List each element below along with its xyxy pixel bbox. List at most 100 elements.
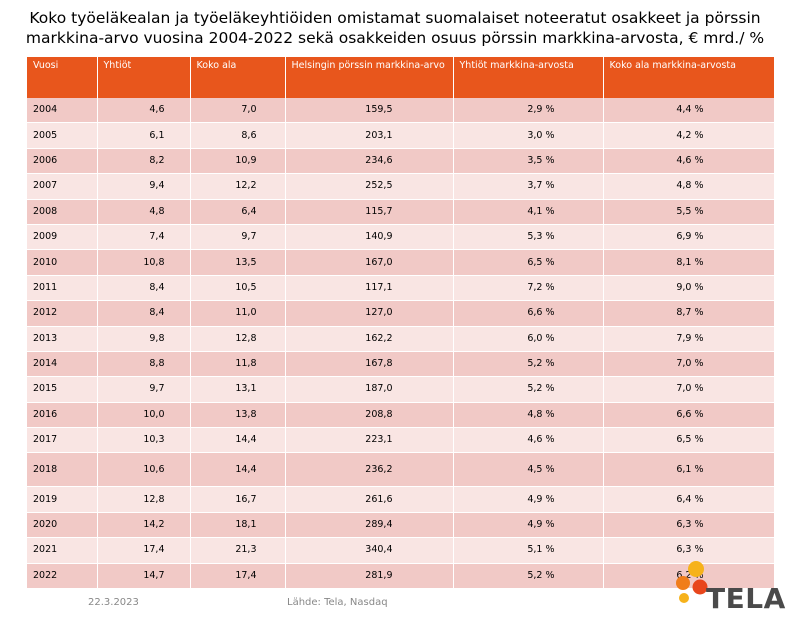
cell-yhtiot: 17,4 — [97, 537, 191, 564]
cell-yhtiot-osuus: 5,2 % — [453, 351, 604, 378]
cell-koko-ala-osuus: 8,7 % — [603, 300, 775, 327]
cell-markkina-arvo: 115,7 — [285, 199, 454, 225]
cell-yhtiot-osuus: 4,1 % — [453, 199, 604, 225]
column-header-yhtiot: Yhtiöt — [97, 57, 191, 98]
cell-vuosi: 2008 — [27, 199, 98, 225]
cell-yhtiot-osuus: 4,6 % — [453, 427, 604, 454]
cell-yhtiot: 14,2 — [97, 512, 191, 539]
cell-yhtiot-osuus: 4,8 % — [453, 402, 604, 429]
cell-yhtiot: 8,2 — [97, 148, 191, 175]
cell-markkina-arvo: 281,9 — [285, 563, 454, 590]
cell-vuosi: 2011 — [27, 275, 98, 302]
cell-koko-ala: 16,7 — [190, 486, 286, 513]
cell-markkina-arvo: 159,5 — [285, 98, 454, 124]
table-row: 2020 14,2 18,1 289,4 4,9 % 6,3 % — [27, 512, 775, 539]
cell-koko-ala-osuus: 6,6 % — [603, 402, 775, 429]
cell-yhtiot-osuus: 5,2 % — [453, 376, 604, 403]
footer-source: Lähde: Tela, Nasdaq — [287, 597, 388, 608]
table-body: 2004 4,6 7,0 159,5 2,9 % 4,4 % 2005 6,1 8,6 203,1… — [27, 98, 775, 590]
cell-yhtiot: 9,7 — [97, 376, 191, 403]
cell-koko-ala: 11,8 — [190, 351, 286, 378]
cell-markkina-arvo: 140,9 — [285, 224, 454, 251]
cell-yhtiot: 8,4 — [97, 300, 191, 327]
cell-yhtiot-osuus: 5,1 % — [453, 537, 604, 564]
data-table: Vuosi Yhtiöt Koko ala Helsingin pörssin … — [27, 57, 775, 590]
cell-yhtiot: 10,3 — [97, 427, 191, 454]
cell-markkina-arvo: 208,8 — [285, 402, 454, 429]
cell-koko-ala-osuus: 5,5 % — [603, 199, 775, 225]
cell-yhtiot-osuus: 7,2 % — [453, 275, 604, 302]
tela-logo: TELA — [670, 560, 785, 618]
cell-vuosi: 2014 — [27, 351, 98, 378]
tela-logo-mark-icon — [676, 561, 708, 603]
cell-vuosi: 2012 — [27, 300, 98, 327]
cell-koko-ala-osuus: 6,5 % — [603, 427, 775, 454]
cell-koko-ala: 17,4 — [190, 563, 286, 590]
cell-markkina-arvo: 162,2 — [285, 326, 454, 352]
cell-yhtiot: 10,0 — [97, 402, 191, 429]
cell-koko-ala-osuus: 6,9 % — [603, 224, 775, 251]
cell-markkina-arvo: 234,6 — [285, 148, 454, 175]
cell-markkina-arvo: 236,2 — [285, 452, 454, 488]
table-row: 2014 8,8 11,8 167,8 5,2 % 7,0 % — [27, 351, 775, 378]
cell-markkina-arvo: 117,1 — [285, 275, 454, 302]
cell-markkina-arvo: 127,0 — [285, 300, 454, 327]
cell-koko-ala-osuus: 7,0 % — [603, 351, 775, 378]
cell-koko-ala-osuus: 6,1 % — [603, 452, 775, 488]
cell-koko-ala-osuus: 8,1 % — [603, 249, 775, 276]
tela-logo-text: TELA — [706, 582, 786, 615]
table-row: 2006 8,2 10,9 234,6 3,5 % 4,6 % — [27, 148, 775, 175]
cell-koko-ala: 9,7 — [190, 224, 286, 251]
cell-yhtiot-osuus: 6,6 % — [453, 300, 604, 327]
cell-koko-ala: 12,2 — [190, 173, 286, 200]
cell-yhtiot: 8,8 — [97, 351, 191, 378]
cell-koko-ala-osuus: 6,3 % — [603, 537, 775, 564]
table-row: 2008 4,8 6,4 115,7 4,1 % 5,5 % — [27, 199, 775, 225]
cell-koko-ala: 14,4 — [190, 452, 286, 488]
table-row: 2010 10,8 13,5 167,0 6,5 % 8,1 % — [27, 249, 775, 276]
cell-yhtiot: 9,8 — [97, 326, 191, 352]
cell-vuosi: 2006 — [27, 148, 98, 175]
cell-yhtiot-osuus: 3,7 % — [453, 173, 604, 200]
cell-yhtiot-osuus: 4,5 % — [453, 452, 604, 488]
cell-koko-ala-osuus: 7,9 % — [603, 326, 775, 352]
title-line-2: markkina-arvo vuosina 2004-2022 sekä osa… — [25, 29, 765, 47]
table-row: 2005 6,1 8,6 203,1 3,0 % 4,2 % — [27, 122, 775, 149]
cell-koko-ala: 13,1 — [190, 376, 286, 403]
cell-markkina-arvo: 223,1 — [285, 427, 454, 454]
cell-vuosi: 2021 — [27, 537, 98, 564]
column-header-markkina-arvo: Helsingin pörssin markkina-arvo — [285, 57, 454, 98]
cell-vuosi: 2015 — [27, 376, 98, 403]
column-header-koko-ala: Koko ala — [190, 57, 286, 98]
cell-vuosi: 2005 — [27, 122, 98, 149]
cell-koko-ala: 13,5 — [190, 249, 286, 276]
cell-markkina-arvo: 167,8 — [285, 351, 454, 378]
table-header: Vuosi Yhtiöt Koko ala Helsingin pörssin … — [27, 57, 775, 98]
cell-markkina-arvo: 167,0 — [285, 249, 454, 276]
table-row: 2018 10,6 14,4 236,2 4,5 % 6,1 % — [27, 452, 775, 488]
cell-koko-ala: 10,5 — [190, 275, 286, 302]
cell-yhtiot-osuus: 5,3 % — [453, 224, 604, 251]
cell-vuosi: 2007 — [27, 173, 98, 200]
cell-koko-ala-osuus: 4,8 % — [603, 173, 775, 200]
cell-yhtiot-osuus: 2,9 % — [453, 98, 604, 124]
column-header-koko-ala-osuus: Koko ala markkina-arvosta — [603, 57, 775, 98]
cell-markkina-arvo: 261,6 — [285, 486, 454, 513]
cell-yhtiot-osuus: 3,5 % — [453, 148, 604, 175]
cell-markkina-arvo: 252,5 — [285, 173, 454, 200]
cell-yhtiot: 6,1 — [97, 122, 191, 149]
column-header-vuosi: Vuosi — [27, 57, 98, 98]
cell-koko-ala: 12,8 — [190, 326, 286, 352]
cell-yhtiot-osuus: 6,5 % — [453, 249, 604, 276]
cell-yhtiot: 12,8 — [97, 486, 191, 513]
cell-vuosi: 2022 — [27, 563, 98, 590]
table-row: 2021 17,4 21,3 340,4 5,1 % 6,3 % — [27, 537, 775, 564]
cell-yhtiot: 10,8 — [97, 249, 191, 276]
cell-yhtiot-osuus: 3,0 % — [453, 122, 604, 149]
cell-yhtiot-osuus: 4,9 % — [453, 486, 604, 513]
cell-vuosi: 2013 — [27, 326, 98, 352]
cell-vuosi: 2019 — [27, 486, 98, 513]
title-line-1: Koko työeläkealan ja työeläkeyhtiöiden o… — [29, 9, 761, 27]
cell-koko-ala: 8,6 — [190, 122, 286, 149]
cell-vuosi: 2017 — [27, 427, 98, 454]
